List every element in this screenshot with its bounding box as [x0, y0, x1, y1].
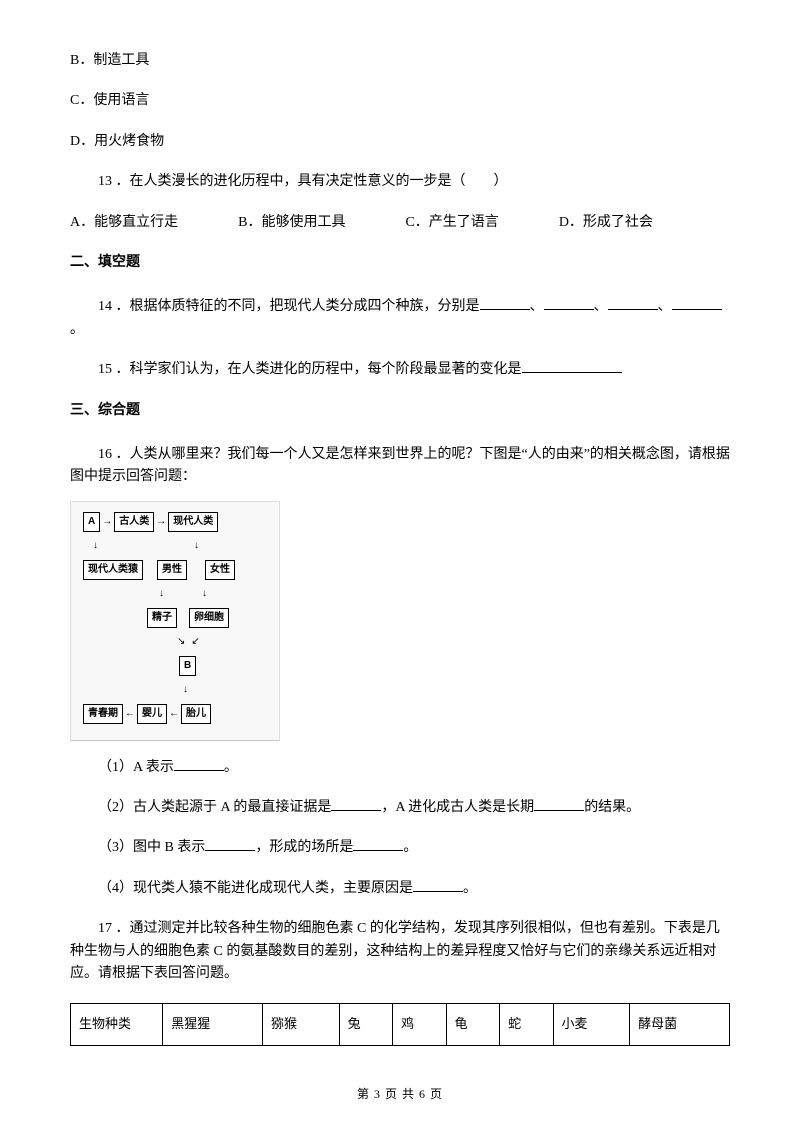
q13-opt-b: B．能够使用工具	[238, 212, 345, 234]
q16-2: （2）古人类起源于 A 的最直接证据是 ，A 进化成古人类是长期 的结果。	[70, 797, 730, 819]
text: （1）A 表示	[98, 760, 174, 775]
arrow-icon: ↓	[194, 538, 199, 554]
dg-box: 卵细胞	[189, 608, 229, 628]
table-row: 生物种类 黑猩猩 猕猴 兔 鸡 龟 蛇 小麦 酵母菌	[71, 1004, 730, 1046]
sep: 、	[530, 299, 544, 314]
dg-box: 男性	[157, 560, 187, 580]
q16-4: （4）现代类人猿不能进化成现代人类，主要原因是 。	[70, 878, 730, 900]
sep: 、	[658, 299, 672, 314]
page-footer: 第 3 页 共 6 页	[0, 1085, 800, 1104]
text: 。	[403, 840, 417, 855]
text: （4）现代类人猿不能进化成现代人类，主要原因是	[98, 881, 413, 896]
table-cell: 龟	[446, 1004, 499, 1046]
text: （3）图中 B 表示	[98, 840, 205, 855]
text: 的结果。	[584, 800, 640, 815]
q17-stem: 17 ．通过测定并比较各种生物的细胞色素 C 的化学结构，发现其序列很相似，但也…	[70, 918, 730, 985]
table-cell: 鸡	[393, 1004, 446, 1046]
blank	[331, 797, 381, 811]
q16-stem: 16 ．人类从哪里来？我们每一个人又是怎样来到世界上的呢？下图是“人的由来”的相…	[70, 444, 730, 489]
arrow-icon: →	[154, 514, 168, 530]
blank	[353, 837, 403, 851]
table-cell: 兔	[339, 1004, 392, 1046]
blank	[413, 878, 463, 892]
arrow-icon: ↓	[93, 538, 98, 554]
text: ，形成的场所是	[255, 840, 353, 855]
option-d: D．用火烤食物	[70, 131, 730, 153]
dg-box: 精子	[147, 608, 177, 628]
blank	[522, 359, 622, 373]
dg-box: 女性	[205, 560, 235, 580]
q13-stem: 13 ．在人类漫长的进化历程中，具有决定性意义的一步是（ ）	[70, 171, 730, 193]
section-3-heading: 三、综合题	[70, 400, 730, 422]
q13-opt-c: C．产生了语言	[405, 212, 498, 234]
section-2-heading: 二、填空题	[70, 252, 730, 274]
period: 。	[70, 322, 84, 337]
table-cell: 猕猴	[263, 1004, 340, 1046]
option-c: C．使用语言	[70, 90, 730, 112]
text: 。	[224, 760, 238, 775]
dg-box: 胎儿	[181, 704, 211, 724]
arrow-icon: ←	[167, 706, 181, 722]
concept-diagram: A → 古人类 → 现代人类 ↓ ↓ 现代人类猿 男性 女性 ↓ ↓ 精子 卵细…	[70, 501, 280, 741]
dg-box: 婴儿	[137, 704, 167, 724]
dg-box-a: A	[83, 512, 100, 532]
sep: 、	[594, 299, 608, 314]
option-b: B．制造工具	[70, 50, 730, 72]
q16-3: （3）图中 B 表示 ，形成的场所是 。	[70, 837, 730, 859]
q14-pre: 14 ．根据体质特征的不同，把现代人类分成四个种族，分别是	[98, 299, 480, 314]
arrow-icon: →	[100, 514, 114, 530]
blank	[534, 797, 584, 811]
text: 。	[463, 881, 477, 896]
table-cell: 蛇	[500, 1004, 553, 1046]
blank	[672, 296, 722, 310]
dg-box: 现代人类猿	[83, 560, 143, 580]
dg-box: 古人类	[114, 512, 154, 532]
arrow-icon: ↓	[159, 586, 164, 602]
dg-box: 现代人类	[168, 512, 218, 532]
species-table: 生物种类 黑猩猩 猕猴 兔 鸡 龟 蛇 小麦 酵母菌	[70, 1003, 730, 1046]
arrow-icon: ↓	[202, 586, 207, 602]
dg-box: 青春期	[83, 704, 123, 724]
table-cell: 黑猩猩	[163, 1004, 263, 1046]
arrow-icon: ↙	[191, 634, 199, 650]
blank	[480, 296, 530, 310]
arrow-icon: ↘	[177, 634, 185, 650]
q13-opt-a: A．能够直立行走	[70, 212, 178, 234]
blank	[544, 296, 594, 310]
text: （2）古人类起源于 A 的最直接证据是	[98, 800, 331, 815]
arrow-icon: ←	[123, 706, 137, 722]
dg-box-b: B	[179, 656, 196, 676]
blank	[205, 837, 255, 851]
q14: 14 ．根据体质特征的不同，把现代人类分成四个种族，分别是 、 、 、。	[70, 296, 730, 341]
text: ，A 进化成古人类是长期	[381, 800, 534, 815]
table-cell: 酵母菌	[630, 1004, 730, 1046]
q15-pre: 15 ．科学家们认为，在人类进化的历程中，每个阶段最显著的变化是	[98, 362, 522, 377]
q13-options: A．能够直立行走 B．能够使用工具 C．产生了语言 D．形成了社会	[70, 212, 730, 234]
q13-opt-d: D．形成了社会	[559, 212, 653, 234]
table-cell: 生物种类	[71, 1004, 163, 1046]
blank	[174, 757, 224, 771]
blank	[608, 296, 658, 310]
table-cell: 小麦	[553, 1004, 630, 1046]
q16-1: （1）A 表示 。	[70, 757, 730, 779]
arrow-icon: ↓	[183, 682, 188, 698]
q15: 15 ．科学家们认为，在人类进化的历程中，每个阶段最显著的变化是	[70, 359, 730, 381]
